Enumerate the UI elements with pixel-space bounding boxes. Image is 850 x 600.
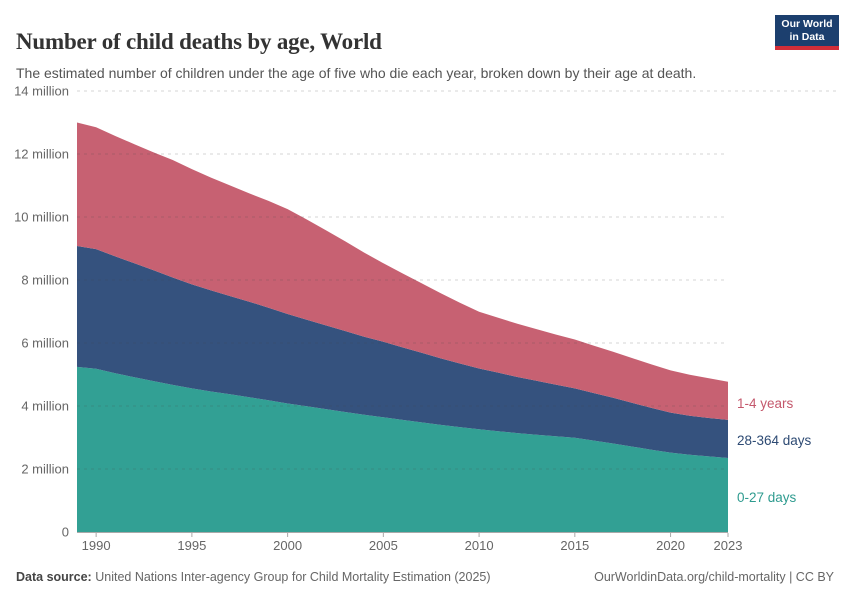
y-tick-label: 10 million (14, 210, 69, 225)
y-tick-label: 8 million (21, 273, 69, 288)
data-source-note: Data source: United Nations Inter-agency… (16, 570, 491, 584)
legend-item-28-364-days[interactable]: 28-364 days (737, 433, 812, 448)
data-source-text: United Nations Inter-agency Group for Ch… (95, 570, 491, 584)
x-tick-label: 1990 (82, 538, 111, 553)
y-tick-label: 2 million (21, 462, 69, 477)
x-tick-label: 2010 (465, 538, 494, 553)
x-tick-label: 2020 (656, 538, 685, 553)
x-tick-label: 2023 (714, 538, 743, 553)
chart-footer: Data source: United Nations Inter-agency… (16, 570, 834, 584)
chart-subtitle: The estimated number of children under t… (16, 65, 697, 81)
area-1-4-years[interactable] (77, 122, 728, 420)
x-tick-label: 2015 (560, 538, 589, 553)
owid-link[interactable]: OurWorldinData.org/child-mortality (594, 570, 786, 584)
legend-item-1-4-years[interactable]: 1-4 years (737, 396, 794, 411)
legend-item-0-27-days[interactable]: 0-27 days (737, 490, 797, 505)
page-title: Number of child deaths by age, World (16, 29, 382, 55)
area-28-364-days[interactable] (77, 246, 728, 458)
y-tick-label: 14 million (14, 84, 69, 99)
owid-logo-line1: Our World (781, 18, 833, 30)
owid-logo-line2: in Data (789, 31, 825, 43)
footer-attribution: OurWorldinData.org/child-mortality | CC … (594, 570, 834, 584)
data-source-label: Data source: (16, 570, 92, 584)
x-tick-label: 1995 (177, 538, 206, 553)
y-tick-label: 4 million (21, 399, 69, 414)
y-tick-label: 6 million (21, 336, 69, 351)
footer-separator: | (785, 570, 796, 584)
owid-logo: Our World in Data (775, 15, 839, 50)
x-tick-label: 2000 (273, 538, 302, 553)
y-tick-label: 0 (62, 525, 69, 540)
y-tick-label: 12 million (14, 147, 69, 162)
license-badge: CC BY (795, 570, 834, 584)
area-0-27-days[interactable] (77, 366, 728, 532)
x-tick-label: 2005 (369, 538, 398, 553)
